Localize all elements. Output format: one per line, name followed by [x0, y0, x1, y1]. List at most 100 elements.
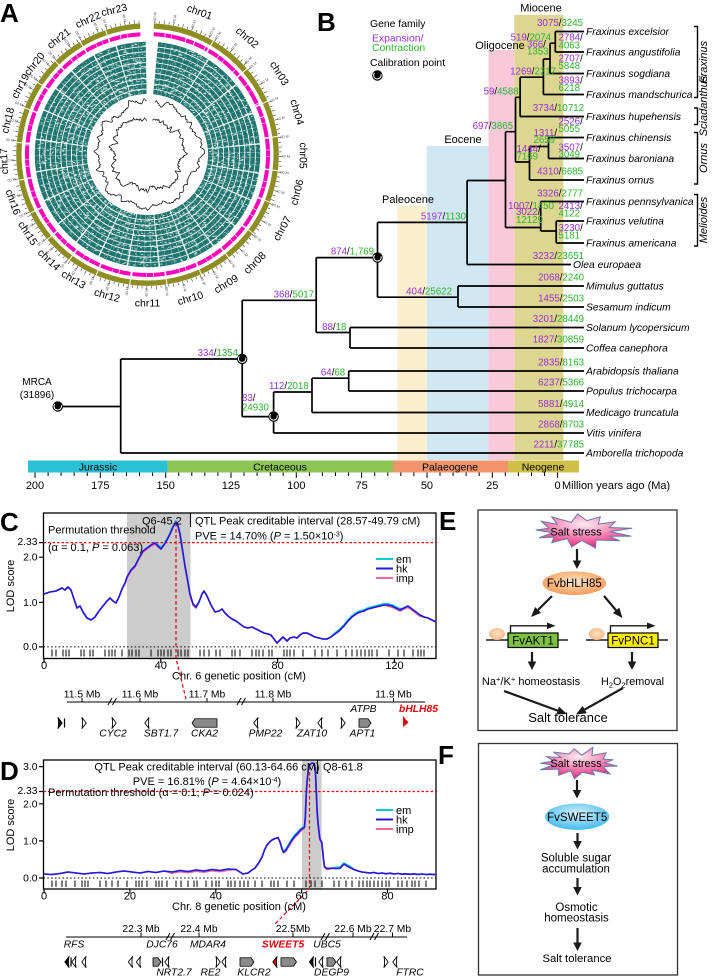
svg-text:1827/30859: 1827/30859	[533, 335, 584, 346]
svg-text:3893/: 3893/	[559, 76, 584, 87]
svg-text:RE2: RE2	[200, 968, 220, 979]
svg-text:Fraxinus ornus: Fraxinus ornus	[586, 176, 654, 187]
svg-text:3201/28449: 3201/28449	[533, 314, 584, 325]
svg-text:00 M: 00 M	[60, 260, 68, 269]
svg-text:11.8 Mb: 11.8 Mb	[255, 690, 292, 701]
svg-text:1.0: 1.0	[23, 598, 38, 609]
svg-text:Osmotic: Osmotic	[555, 902, 597, 914]
svg-text:00 M: 00 M	[88, 276, 95, 285]
svg-text:Amborella trichopoda: Amborella trichopoda	[585, 449, 684, 460]
svg-text:chr23: chr23	[100, 2, 128, 20]
svg-text:PVE = 16.81% (P = 4.64×10-4): PVE = 16.81% (P = 4.64×10-4)	[133, 776, 281, 788]
svg-text:0.0: 0.0	[23, 873, 38, 884]
svg-text:2413/: 2413/	[559, 201, 584, 212]
svg-text:2707/: 2707/	[559, 54, 584, 65]
svg-text:00 M: 00 M	[28, 73, 37, 81]
svg-text:Arabidopsis thaliana: Arabidopsis thaliana	[585, 367, 679, 378]
svg-text:Solanum lycopersicum: Solanum lycopersicum	[586, 323, 690, 334]
svg-text:Permutation threshold: Permutation threshold	[48, 525, 156, 537]
svg-text:E: E	[439, 506, 456, 536]
svg-text:40 M: 40 M	[92, 22, 99, 31]
svg-text:CYC2: CYC2	[99, 729, 127, 740]
svg-text:100: 100	[287, 480, 305, 492]
svg-text:em: em	[396, 554, 411, 566]
svg-text:Palaeogene: Palaeogene	[422, 462, 478, 474]
svg-text:00 M: 00 M	[271, 203, 280, 210]
svg-text:3232/23651: 3232/23651	[533, 251, 584, 262]
svg-text:Gene family: Gene family	[370, 19, 426, 30]
svg-text:em: em	[396, 805, 411, 817]
svg-text:40 M: 40 M	[281, 155, 290, 159]
svg-text:5181: 5181	[559, 230, 581, 241]
svg-text:Fraxinus mandschurica: Fraxinus mandschurica	[586, 90, 693, 101]
svg-text:125: 125	[222, 480, 240, 492]
svg-text:75: 75	[356, 480, 368, 492]
svg-text:40 M: 40 M	[181, 283, 187, 292]
svg-text:368/5017: 368/5017	[274, 290, 314, 301]
svg-text:24930: 24930	[242, 403, 270, 414]
svg-text:Million years ago (Ma): Million years ago (Ma)	[562, 480, 670, 492]
svg-text:6237/5366: 6237/5366	[538, 378, 584, 389]
svg-text:DEGP9: DEGP9	[314, 968, 349, 979]
svg-text:22.4 Mb: 22.4 Mb	[180, 924, 217, 935]
svg-text:11.9 Mb: 11.9 Mb	[375, 690, 412, 701]
svg-text:Salt stress: Salt stress	[550, 527, 602, 539]
svg-text:40 M: 40 M	[11, 194, 20, 200]
svg-text:83/: 83/	[242, 393, 256, 404]
svg-text:Expansion/: Expansion/	[372, 34, 424, 45]
svg-text:chr17: chr17	[0, 148, 11, 175]
svg-text:6218: 6218	[559, 83, 581, 94]
svg-text:80 M: 80 M	[191, 20, 198, 29]
svg-text:A: A	[0, 0, 19, 28]
svg-text:ZAT10: ZAT10	[296, 729, 327, 740]
svg-text:Fraxinus angustifolia: Fraxinus angustifolia	[586, 48, 681, 59]
svg-text:Fraxinus hupehensis: Fraxinus hupehensis	[586, 112, 681, 123]
svg-text:1353: 1353	[527, 47, 549, 58]
svg-text:1455/2503: 1455/2503	[538, 294, 584, 305]
svg-text:00 M: 00 M	[102, 18, 108, 27]
svg-text:1269/2217: 1269/2217	[510, 67, 556, 78]
svg-text:Calibration point: Calibration point	[370, 58, 445, 69]
svg-text:5848: 5848	[559, 61, 581, 72]
svg-text:12129: 12129	[516, 215, 543, 226]
svg-text:519/2074: 519/2074	[511, 33, 552, 44]
svg-text:F: F	[438, 740, 454, 770]
svg-text:22.3 Mb: 22.3 Mb	[122, 924, 159, 935]
svg-text:H2O2removal: H2O2removal	[601, 676, 664, 690]
svg-text:40 M: 40 M	[172, 14, 178, 23]
svg-text:Fraxinus excelsior: Fraxinus excelsior	[586, 27, 670, 38]
svg-text:ATPB: ATPB	[349, 704, 376, 715]
svg-text:00 M: 00 M	[37, 239, 46, 247]
svg-text:22.7 Mb: 22.7 Mb	[374, 924, 411, 935]
svg-text:40 M: 40 M	[5, 158, 14, 162]
svg-text:RFS: RFS	[64, 940, 85, 951]
svg-text:hk: hk	[396, 814, 408, 826]
svg-text:40 M: 40 M	[262, 220, 271, 228]
svg-text:80 M: 80 M	[244, 56, 253, 65]
svg-text:3.0: 3.0	[23, 762, 38, 773]
svg-text:LOD score: LOD score	[5, 560, 17, 613]
svg-text:00 M: 00 M	[74, 30, 82, 39]
svg-text:40 M: 40 M	[63, 38, 71, 47]
svg-text:Fraxinus chinensis: Fraxinus chinensis	[586, 133, 671, 144]
svg-text:SWEET5: SWEET5	[262, 940, 305, 951]
svg-text:00 M: 00 M	[153, 12, 157, 21]
svg-text:404/25622: 404/25622	[406, 287, 452, 298]
svg-text:120 M: 120 M	[208, 27, 216, 38]
svg-text:2.0: 2.0	[23, 553, 38, 564]
svg-text:accumulation: accumulation	[542, 864, 610, 876]
svg-text:3734/10712: 3734/10712	[533, 103, 584, 114]
svg-text:64/68: 64/68	[321, 367, 345, 378]
svg-text:Fraxinus americana: Fraxinus americana	[586, 239, 677, 250]
svg-text:chr11: chr11	[135, 297, 161, 309]
svg-text:00 M: 00 M	[7, 177, 16, 182]
svg-text:40 M: 40 M	[121, 14, 126, 23]
svg-text:Permutation threshold (α = 0.1: Permutation threshold (α = 0.1, P = 0.02…	[48, 787, 254, 799]
svg-text:4122: 4122	[559, 208, 581, 219]
svg-text:bHLH85: bHLH85	[399, 704, 438, 715]
svg-text:00 M: 00 M	[214, 31, 222, 40]
svg-text:MDAR4: MDAR4	[190, 940, 226, 951]
svg-text:FvSWEET5: FvSWEET5	[547, 812, 607, 824]
svg-text:874/1,769: 874/1,769	[331, 247, 374, 258]
svg-text:334/1354: 334/1354	[198, 348, 239, 359]
